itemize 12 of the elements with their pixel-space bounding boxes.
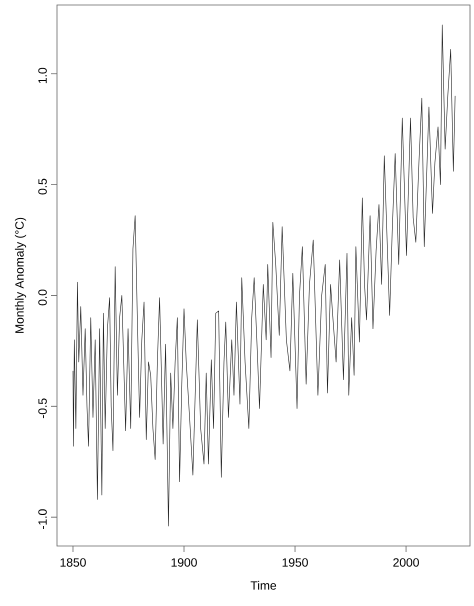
y-tick-label: 0.5 — [38, 178, 47, 194]
y-tick-label: -1.0 — [38, 509, 47, 529]
y-tick-label: 1.0 — [38, 68, 47, 84]
x-tick-label: 1900 — [172, 558, 197, 567]
y-axis-title: Monthly Anomaly (°C) — [14, 218, 26, 333]
x-tick-label: 1950 — [282, 558, 308, 567]
x-axis-title: Time — [250, 580, 276, 590]
y-tick-label: -0.5 — [38, 398, 47, 418]
y-tick-label: 0.0 — [38, 290, 47, 306]
x-tick-label: 2000 — [393, 558, 419, 567]
line-series — [72, 24, 456, 526]
x-tick-label: 1850 — [60, 558, 86, 567]
